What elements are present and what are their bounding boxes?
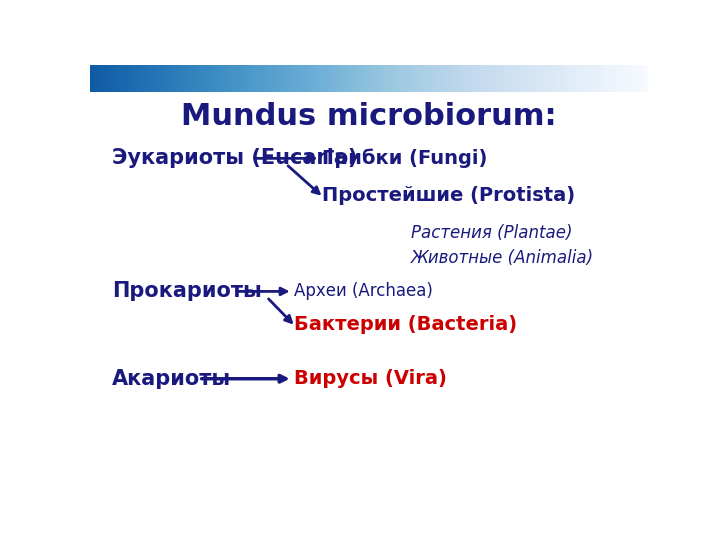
Text: Бактерии (Bacteria): Бактерии (Bacteria) [294, 315, 517, 334]
Text: Животные (Animalia): Животные (Animalia) [411, 249, 594, 267]
Text: Вирусы (Vira): Вирусы (Vira) [294, 369, 446, 388]
Text: Прокариоты: Прокариоты [112, 281, 262, 301]
Text: Простейшие (Protista): Простейшие (Protista) [322, 186, 575, 205]
Text: Mundus microbiorum:: Mundus microbiorum: [181, 102, 557, 131]
Text: Акариоты: Акариоты [112, 369, 232, 389]
Text: Грибки (Fungi): Грибки (Fungi) [322, 148, 487, 168]
Text: Эукариоты (Eucaria): Эукариоты (Eucaria) [112, 148, 358, 168]
Text: Археи (Archaea): Археи (Archaea) [294, 282, 433, 300]
Text: Растения (Plantae): Растения (Plantae) [411, 224, 572, 242]
